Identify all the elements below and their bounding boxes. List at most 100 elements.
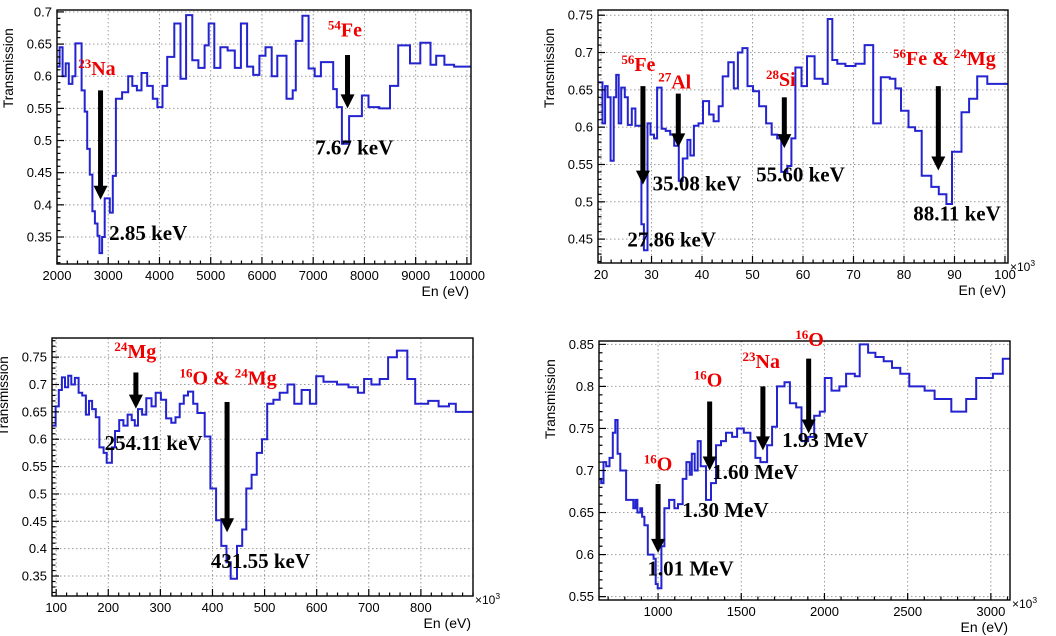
x-tick-label: 400 — [202, 600, 224, 615]
y-tick-label: 0.8 — [576, 379, 594, 394]
y-axis-title: Transmission — [542, 28, 557, 108]
y-tick-label: 0.35 — [27, 229, 52, 244]
x-tick-label: 40 — [695, 267, 709, 282]
x-tick-label: 5000 — [196, 268, 225, 283]
x-axis-title: En (eV) — [422, 283, 469, 299]
y-tick-label: 0.65 — [568, 82, 593, 97]
isotope-label: 16O — [644, 452, 673, 476]
y-tick-label: 0.55 — [569, 589, 594, 604]
y-tick-label: 0.45 — [568, 232, 593, 247]
y-tick-label: 0.75 — [22, 350, 47, 365]
x-tick-label: 200 — [97, 600, 119, 615]
isotope-label: 27Al — [658, 69, 691, 93]
chart-bottom-right: 1000 1500 2000 2500 3000 0.55 0.6 0.65 0.7 0.75 0.… — [543, 327, 1037, 635]
energy-label: 35.08 keV — [653, 172, 742, 196]
x-tick-label: 4000 — [145, 268, 174, 283]
y-axis-title: Transmission — [543, 359, 558, 439]
energy-label: 254.11 keV — [105, 431, 203, 455]
energy-label: 431.55 keV — [211, 549, 310, 573]
energy-label: 1.30 MeV — [682, 498, 768, 522]
spectrum-line — [598, 18, 1008, 252]
energy-label: 88.11 keV — [913, 201, 1001, 225]
y-tick-label: 0.55 — [27, 101, 52, 116]
y-tick-label: 0.4 — [29, 541, 47, 556]
x-tick-label: 2000 — [43, 268, 72, 283]
x-tick-label: 1500 — [727, 604, 756, 619]
svg-text:Transmission: Transmission — [0, 356, 11, 436]
resonance-arrow — [755, 386, 770, 451]
x-tick-label: 50 — [745, 267, 759, 282]
plot-frame — [56, 9, 472, 265]
x-axis-multiplier: ×103 — [475, 591, 500, 607]
x-tick-label: 3000 — [976, 604, 1005, 619]
y-tick-label: 0.5 — [575, 194, 593, 209]
y-tick-label: 0.4 — [34, 197, 52, 212]
svg-text:Transmission: Transmission — [1, 28, 16, 108]
resonance-arrow — [651, 483, 666, 553]
resonance-arrow — [128, 372, 143, 409]
x-tick-label: 3000 — [94, 268, 123, 283]
resonance-arrow — [801, 358, 816, 434]
x-tick-label: 9000 — [401, 268, 430, 283]
x-axis-title: En (eV) — [424, 615, 471, 631]
svg-text:Transmission: Transmission — [543, 359, 558, 439]
x-axis-multiplier: ×103 — [1010, 258, 1035, 274]
x-tick-label: 10000 — [449, 268, 485, 283]
y-tick-label: 0.45 — [22, 514, 47, 529]
x-tick-label: 100 — [994, 267, 1016, 282]
isotope-label: 16O — [795, 327, 824, 351]
x-tick-label: 500 — [254, 600, 276, 615]
y-tick-label: 0.65 — [569, 505, 594, 520]
energy-label: 7.67 keV — [315, 136, 393, 160]
x-tick-label: 100 — [45, 600, 67, 615]
energy-label: 1.93 MeV — [782, 428, 868, 452]
y-tick-label: 0.65 — [27, 37, 52, 52]
y-tick-label: 0.7 — [576, 463, 594, 478]
y-axis-title: Transmission — [0, 356, 11, 436]
chart-top-right: 20 30 40 50 60 70 80 90 100 0.45 0.5 0.55 0.6 0.65 0.7… — [542, 8, 1035, 298]
x-tick-label: 80 — [897, 267, 911, 282]
energy-label: 27.86 keV — [627, 228, 716, 252]
y-tick-label: 0.6 — [576, 547, 594, 562]
isotope-label: 16O & 24Mg — [180, 366, 277, 390]
resonance-arrow — [635, 86, 650, 185]
y-tick-label: 0.55 — [568, 157, 593, 172]
resonance-arrow — [931, 86, 946, 171]
isotope-label: 56Fe — [621, 52, 655, 76]
isotope-label: 28Si — [766, 67, 796, 91]
isotope-label: 56Fe & 24Mg — [893, 46, 996, 70]
y-tick-label: 0.75 — [569, 421, 594, 436]
energy-label: 1.01 MeV — [647, 557, 733, 581]
y-tick-label: 0.45 — [27, 165, 52, 180]
x-axis-multiplier: ×103 — [1012, 595, 1037, 611]
y-tick-label: 0.5 — [34, 133, 52, 148]
x-tick-label: 2500 — [893, 604, 922, 619]
resonance-arrow — [777, 97, 792, 149]
svg-text:Transmission: Transmission — [542, 28, 557, 108]
y-tick-label: 0.7 — [575, 45, 593, 60]
spectrum-line — [57, 14, 471, 255]
y-tick-label: 0.75 — [568, 8, 593, 23]
chart-bottom-left: 100 200 300 400 500 600 700 800 0.35 0.4 0.45 0.5 0.… — [0, 337, 500, 631]
x-tick-label: 30 — [644, 267, 658, 282]
chart-top-left: 2000 3000 4000 5000 6000 7000 8000 9000 10000 0.3… — [1, 4, 485, 299]
isotope-label: 23Na — [743, 349, 780, 373]
spectrum-line — [599, 343, 1010, 590]
x-tick-label: 70 — [846, 267, 860, 282]
x-tick-label: 7000 — [299, 268, 328, 283]
x-tick-label: 20 — [594, 267, 608, 282]
y-tick-label: 0.7 — [34, 4, 52, 19]
isotope-label: 16O — [694, 367, 723, 391]
x-tick-label: 60 — [796, 267, 810, 282]
y-tick-label: 0.6 — [34, 69, 52, 84]
x-axis-title: En (eV) — [961, 619, 1008, 635]
y-tick-label: 0.5 — [29, 486, 47, 501]
y-tick-label: 0.65 — [22, 404, 47, 419]
spectrum-line — [52, 349, 473, 580]
isotope-label: 24Mg — [114, 339, 156, 363]
isotope-label: 23Na — [78, 56, 115, 80]
x-tick-label: 300 — [150, 600, 172, 615]
